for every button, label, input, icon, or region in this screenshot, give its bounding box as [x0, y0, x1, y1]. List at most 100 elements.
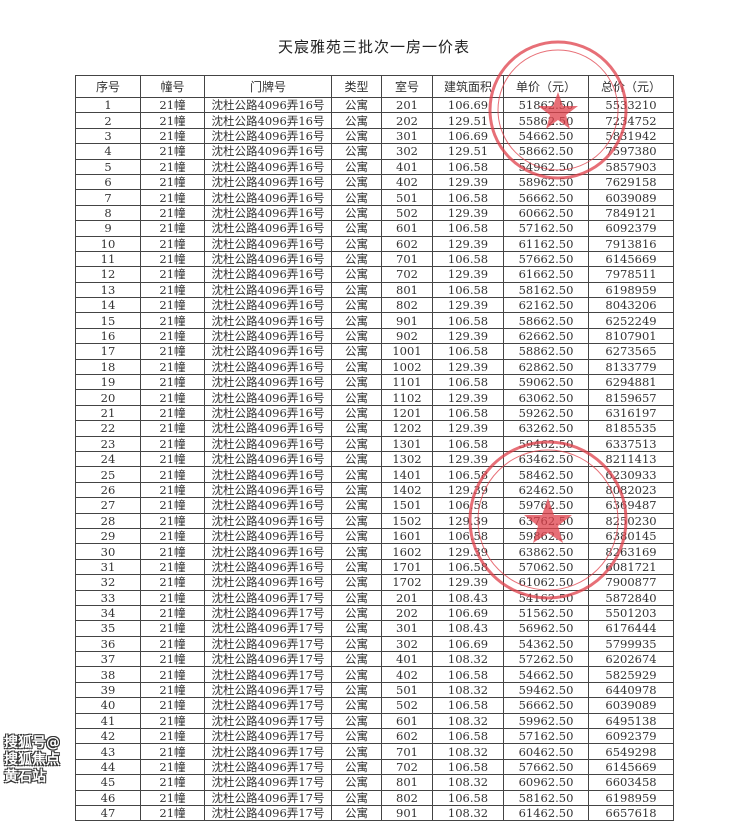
cell-building: 21幢	[140, 728, 205, 745]
cell-type: 公寓	[331, 697, 382, 714]
cell-type: 公寓	[331, 558, 382, 576]
cell-total-price: 6176444	[588, 620, 674, 637]
table-row: 37 21幢 沈杜公路4096弄17号 公寓 401 108.32 57262.50 6202…	[75, 651, 674, 668]
cell-total-price: 6369487	[588, 497, 674, 514]
cell-address: 沈杜公路4096弄16号	[204, 220, 332, 237]
cell-area: 106.58	[432, 666, 504, 683]
cell-total-price: 5831942	[588, 127, 674, 145]
cell-type: 公寓	[331, 527, 382, 545]
cell-room: 1101	[381, 374, 433, 391]
cell-total-price: 5857903	[588, 158, 674, 175]
table-row: 5 21幢 沈杜公路4096弄16号 公寓 401 106.58 54962.50 58579…	[75, 158, 674, 175]
cell-area: 129.39	[432, 235, 504, 252]
cell-address: 沈杜公路4096弄16号	[204, 574, 332, 591]
cell-total-price: 6145669	[588, 758, 674, 776]
cell-building: 21幢	[140, 343, 205, 360]
header-unit-price: 单价（元）	[503, 75, 589, 98]
cell-building: 21幢	[140, 743, 205, 760]
cell-row-index: 4	[75, 143, 141, 160]
table-row: 38 21幢 沈杜公路4096弄17号 公寓 402 106.58 54662.50 5825…	[75, 666, 674, 683]
cell-row-index: 11	[75, 250, 141, 268]
cell-room: 1002	[381, 358, 433, 376]
cell-total-price: 7629158	[588, 173, 674, 191]
cell-row-index: 7	[75, 189, 141, 206]
table-row: 45 21幢 沈杜公路4096弄17号 公寓 801 108.32 60962.50 6603…	[75, 774, 674, 791]
document-title: 天宸雅苑三批次一房一价表	[277, 38, 470, 56]
cell-type: 公寓	[331, 497, 382, 514]
cell-type: 公寓	[331, 481, 382, 499]
table-row: 32 21幢 沈杜公路4096弄16号 公寓 1702 129.39 61062.50 790…	[75, 574, 674, 591]
cell-unit-price: 63062.50	[503, 389, 589, 406]
cell-unit-price: 60462.50	[503, 743, 589, 760]
cell-total-price: 6337513	[588, 435, 674, 452]
cell-room: 1501	[381, 497, 433, 514]
cell-room: 701	[381, 250, 433, 268]
cell-area: 106.58	[432, 558, 504, 576]
cell-address: 沈杜公路4096弄17号	[204, 712, 332, 730]
table-row: 31 21幢 沈杜公路4096弄16号 公寓 1701 106.58 57062.50 608…	[75, 558, 674, 576]
cell-area: 106.58	[432, 158, 504, 175]
cell-room: 602	[381, 728, 433, 745]
cell-row-index: 23	[75, 435, 141, 452]
cell-unit-price: 58462.50	[503, 466, 589, 483]
cell-type: 公寓	[331, 435, 382, 452]
cell-building: 21幢	[140, 96, 205, 114]
cell-type: 公寓	[331, 651, 382, 668]
cell-room: 502	[381, 204, 433, 222]
cell-building: 21幢	[140, 204, 205, 222]
header-address: 门牌号	[204, 75, 332, 98]
cell-total-price: 8082023	[588, 481, 674, 499]
cell-unit-price: 58162.50	[503, 789, 589, 806]
cell-address: 沈杜公路4096弄16号	[204, 358, 332, 376]
cell-unit-price: 57662.50	[503, 250, 589, 268]
cell-unit-price: 57162.50	[503, 728, 589, 745]
cell-address: 沈杜公路4096弄16号	[204, 435, 332, 452]
cell-row-index: 38	[75, 666, 141, 683]
cell-area: 129.39	[432, 512, 504, 529]
cell-total-price: 7849121	[588, 204, 674, 222]
cell-area: 106.69	[432, 635, 504, 653]
cell-area: 106.58	[432, 220, 504, 237]
cell-building: 21幢	[140, 497, 205, 514]
cell-address: 沈杜公路4096弄16号	[204, 450, 332, 468]
cell-room: 902	[381, 327, 433, 345]
cell-total-price: 6549298	[588, 743, 674, 760]
cell-row-index: 30	[75, 543, 141, 560]
watermark: 搜狐号@搜狐焦点黄石站	[4, 735, 60, 785]
cell-building: 21幢	[140, 250, 205, 268]
cell-area: 106.58	[432, 281, 504, 299]
cell-building: 21幢	[140, 543, 205, 560]
cell-building: 21幢	[140, 697, 205, 714]
cell-building: 21幢	[140, 758, 205, 776]
table-row: 13 21幢 沈杜公路4096弄16号 公寓 801 106.58 58162.50 6198…	[75, 281, 674, 299]
cell-address: 沈杜公路4096弄16号	[204, 404, 332, 422]
cell-unit-price: 59062.50	[503, 374, 589, 391]
cell-type: 公寓	[331, 281, 382, 299]
cell-area: 106.69	[432, 604, 504, 622]
cell-room: 301	[381, 127, 433, 145]
cell-room: 1102	[381, 389, 433, 406]
cell-total-price: 6495138	[588, 712, 674, 730]
cell-type: 公寓	[331, 250, 382, 268]
cell-area: 129.39	[432, 543, 504, 560]
cell-address: 沈杜公路4096弄17号	[204, 758, 332, 776]
cell-building: 21幢	[140, 789, 205, 806]
cell-unit-price: 60962.50	[503, 774, 589, 791]
cell-row-index: 10	[75, 235, 141, 252]
cell-address: 沈杜公路4096弄16号	[204, 343, 332, 360]
table-row: 17 21幢 沈杜公路4096弄16号 公寓 1001 106.58 58862.50 627…	[75, 343, 674, 360]
cell-unit-price: 58962.50	[503, 173, 589, 191]
cell-type: 公寓	[331, 728, 382, 745]
table-row: 15 21幢 沈杜公路4096弄16号 公寓 901 106.58 58662.50 6252…	[75, 312, 674, 329]
cell-area: 106.58	[432, 497, 504, 514]
cell-building: 21幢	[140, 481, 205, 499]
cell-building: 21幢	[140, 389, 205, 406]
cell-type: 公寓	[331, 327, 382, 345]
cell-unit-price: 62462.50	[503, 481, 589, 499]
cell-unit-price: 61662.50	[503, 266, 589, 283]
cell-area: 108.43	[432, 620, 504, 637]
cell-area: 106.58	[432, 312, 504, 329]
cell-room: 401	[381, 651, 433, 668]
cell-row-index: 18	[75, 358, 141, 376]
cell-area: 106.58	[432, 466, 504, 483]
